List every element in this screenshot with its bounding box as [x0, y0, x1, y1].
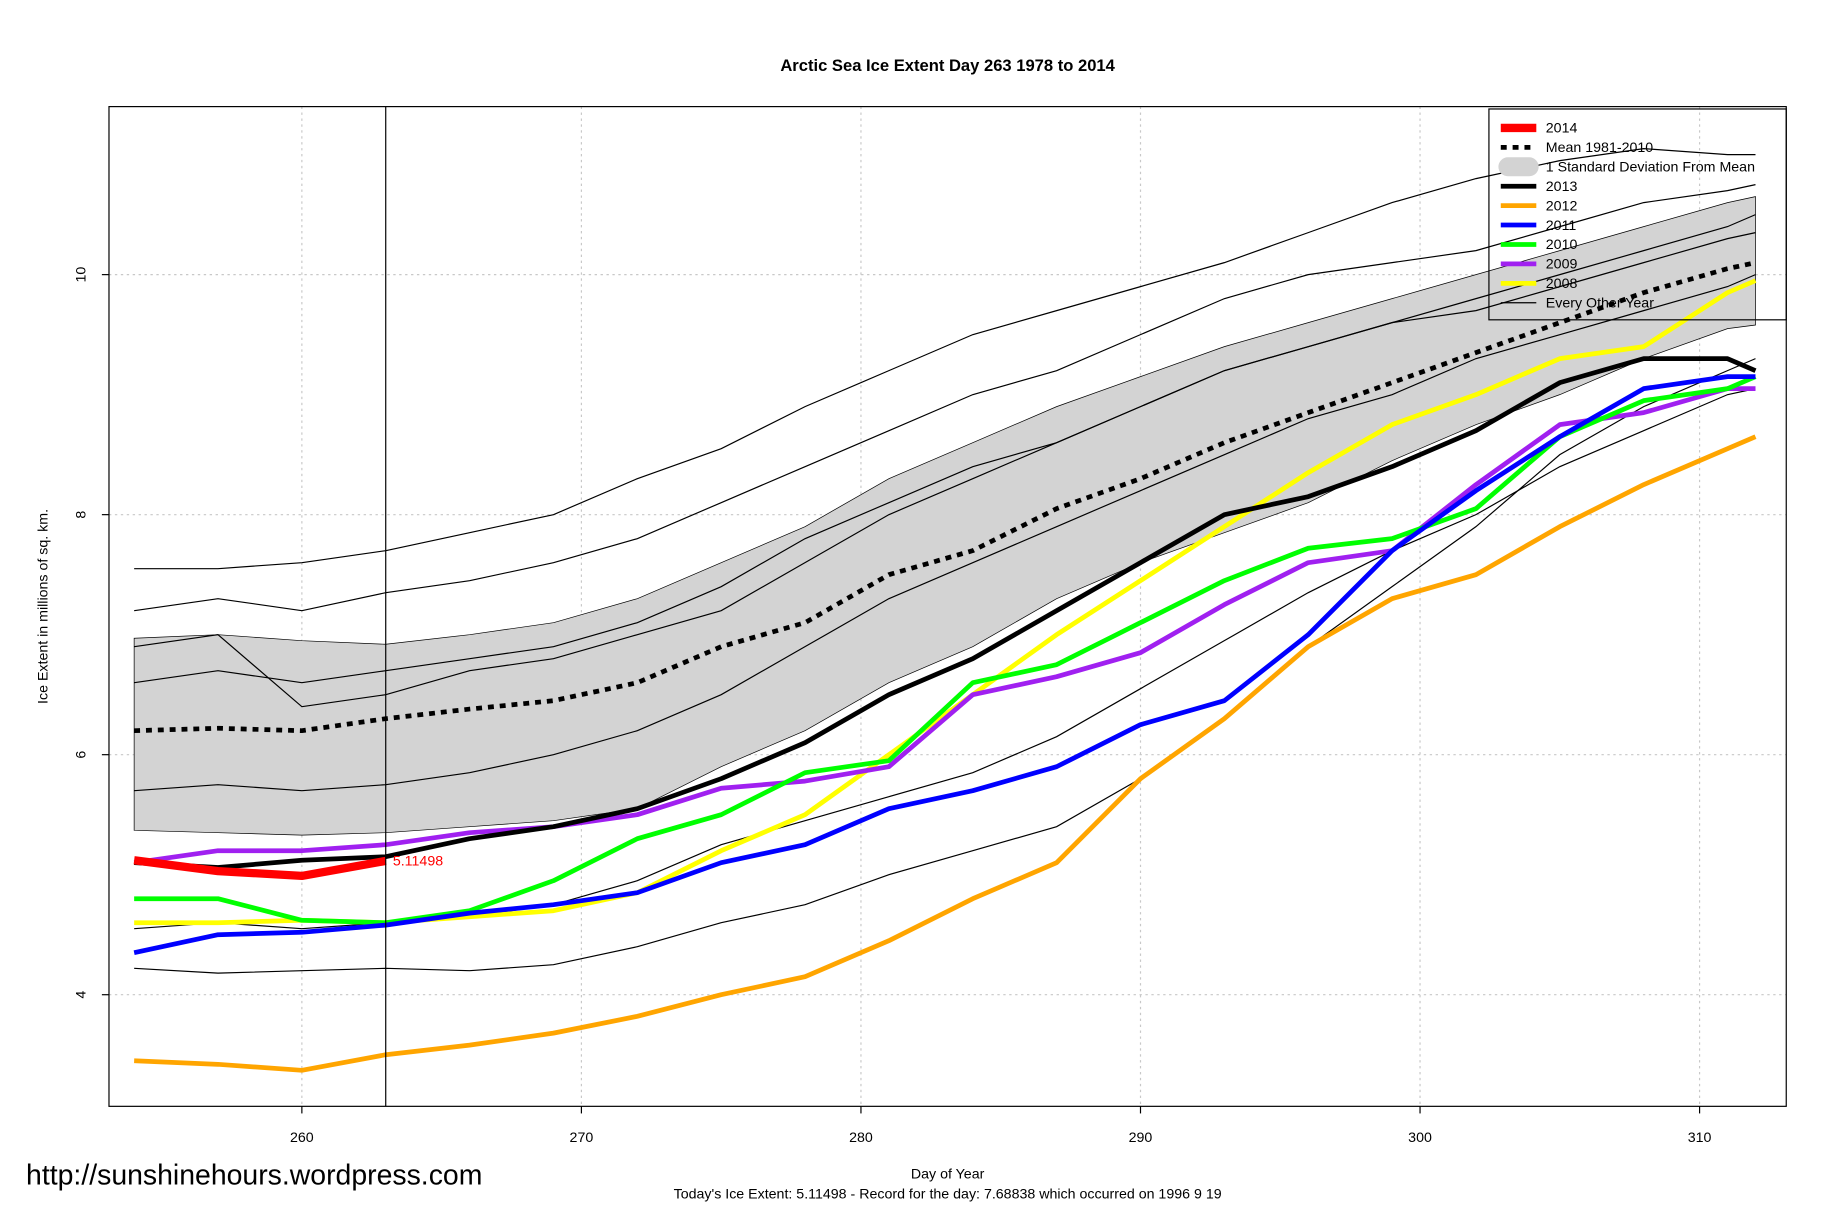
series-line — [133, 386, 1756, 866]
plot-frame — [108, 106, 1787, 1107]
y-tick-label: 8 — [73, 511, 89, 519]
legend-swatch — [1498, 157, 1539, 177]
other-year-line — [134, 232, 1756, 684]
y-tick-label: 10 — [73, 267, 89, 283]
legend-label: Mean 1981-2010 — [1546, 140, 1653, 156]
x-tick-label: 310 — [1688, 1130, 1712, 1146]
std-band — [133, 196, 1756, 836]
series-line — [134, 356, 1757, 870]
series-line — [134, 374, 1757, 926]
plot-area — [133, 148, 1757, 1073]
other-year-line — [134, 358, 1756, 974]
legend-label: 2013 — [1546, 179, 1578, 195]
legend-label: 2011 — [1546, 218, 1577, 234]
legend-label: Every Other Year — [1546, 295, 1654, 311]
legend-label: 2008 — [1546, 276, 1578, 292]
legend-box — [1488, 108, 1787, 321]
x-tick-label: 300 — [1408, 1130, 1432, 1146]
watermark: http://sunshinehours.wordpress.com — [26, 1160, 482, 1192]
y-tick-label: 6 — [73, 751, 89, 759]
value-label: 5.11498 — [393, 854, 443, 870]
y-axis-label: Ice Extent in millions of sq. km. — [35, 509, 51, 704]
x-tick-label: 280 — [849, 1130, 873, 1146]
other-year-line — [134, 184, 1756, 612]
series-line — [134, 260, 1756, 734]
y-tick-label: 4 — [73, 991, 89, 999]
x-tick-label: 260 — [290, 1130, 314, 1146]
footer-note: Today's Ice Extent: 5.11498 - Record for… — [674, 1187, 1222, 1203]
series-line — [133, 374, 1756, 956]
legend-label: 2009 — [1546, 257, 1578, 273]
legend-label: 2012 — [1546, 198, 1578, 214]
legend-label: 1 Standard Deviation From Mean — [1546, 160, 1755, 176]
x-axis-label: Day of Year — [911, 1167, 985, 1183]
legend-label: 2014 — [1546, 121, 1578, 137]
legend-label: 2010 — [1546, 237, 1578, 253]
chart-title: Arctic Sea Ice Extent Day 263 1978 to 20… — [780, 56, 1115, 75]
other-year-line — [134, 274, 1756, 792]
series-line — [134, 434, 1757, 1073]
x-tick-label: 290 — [1129, 1130, 1153, 1146]
legend: 2014 Mean 1981-2010 1 Standard Deviation F… — [1488, 108, 1787, 321]
series-line — [133, 856, 387, 881]
x-tick-label: 270 — [570, 1130, 594, 1146]
